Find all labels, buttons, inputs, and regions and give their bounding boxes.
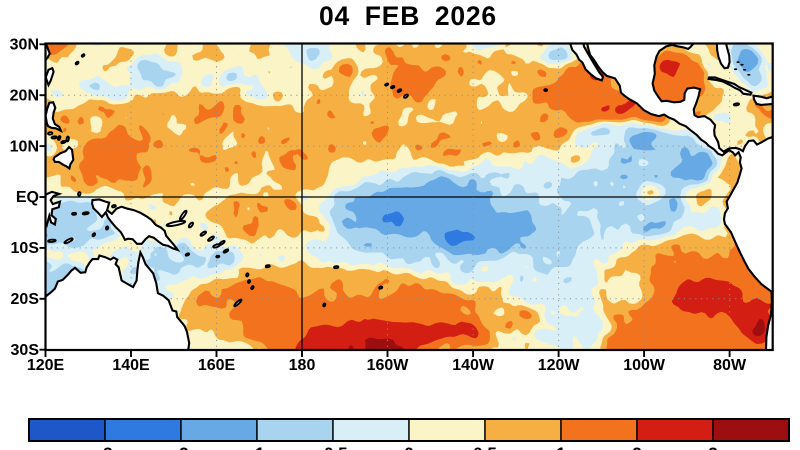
svg-text:2: 2 bbox=[632, 444, 641, 450]
svg-text:160E: 160E bbox=[198, 357, 236, 374]
svg-text:160W: 160W bbox=[367, 357, 410, 374]
svg-text:0.5: 0.5 bbox=[473, 444, 497, 450]
svg-text:04 FEB 2026: 04 FEB 2026 bbox=[319, 1, 497, 31]
svg-text:-3: -3 bbox=[97, 444, 112, 450]
svg-text:120W: 120W bbox=[538, 357, 581, 374]
svg-text:10N: 10N bbox=[10, 138, 39, 155]
svg-text:-0.5: -0.5 bbox=[318, 444, 347, 450]
svg-text:100W: 100W bbox=[623, 357, 666, 374]
svg-text:30N: 30N bbox=[10, 37, 39, 54]
svg-text:20N: 20N bbox=[10, 87, 39, 104]
svg-text:80W: 80W bbox=[713, 357, 747, 374]
svg-text:EQ: EQ bbox=[16, 189, 39, 206]
svg-text:30S: 30S bbox=[11, 342, 40, 359]
svg-text:140E: 140E bbox=[112, 357, 150, 374]
svg-text:-1: -1 bbox=[249, 444, 264, 450]
svg-text:120E: 120E bbox=[27, 357, 65, 374]
svg-text:10S: 10S bbox=[11, 240, 40, 257]
svg-text:-2: -2 bbox=[173, 444, 188, 450]
svg-text:20S: 20S bbox=[11, 291, 40, 308]
svg-text:3: 3 bbox=[708, 444, 717, 450]
svg-text:1: 1 bbox=[556, 444, 565, 450]
svg-text:0: 0 bbox=[404, 444, 413, 450]
svg-text:180: 180 bbox=[289, 357, 316, 374]
svg-text:140W: 140W bbox=[452, 357, 495, 374]
